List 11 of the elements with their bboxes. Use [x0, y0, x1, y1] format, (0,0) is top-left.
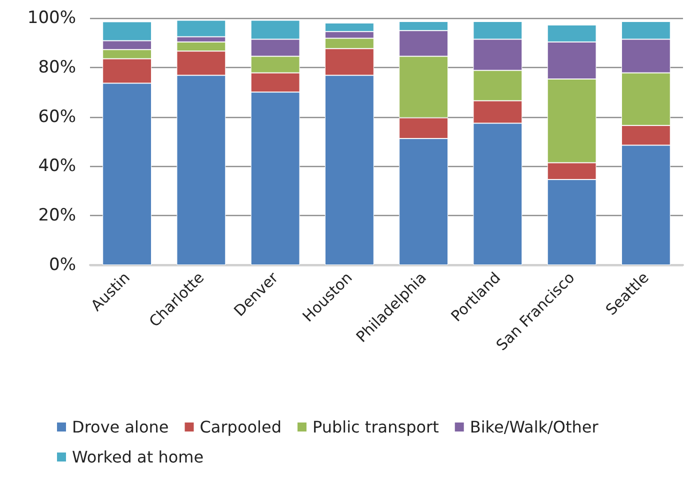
- legend-label: Worked at home: [72, 448, 204, 466]
- legend-label: Public transport: [312, 418, 439, 436]
- y-tick-label: 100%: [27, 8, 76, 28]
- legend-label: Carpooled: [200, 418, 282, 436]
- y-tick-label: 0%: [49, 255, 76, 275]
- legend-label: Drove alone: [72, 418, 169, 436]
- legend-label: Bike/Walk/Other: [470, 418, 599, 436]
- y-tick-label: 20%: [38, 206, 76, 226]
- y-tick-label: 40%: [38, 156, 76, 176]
- y-tick-label: 80%: [38, 57, 76, 78]
- y-tick-label: 60%: [38, 106, 76, 127]
